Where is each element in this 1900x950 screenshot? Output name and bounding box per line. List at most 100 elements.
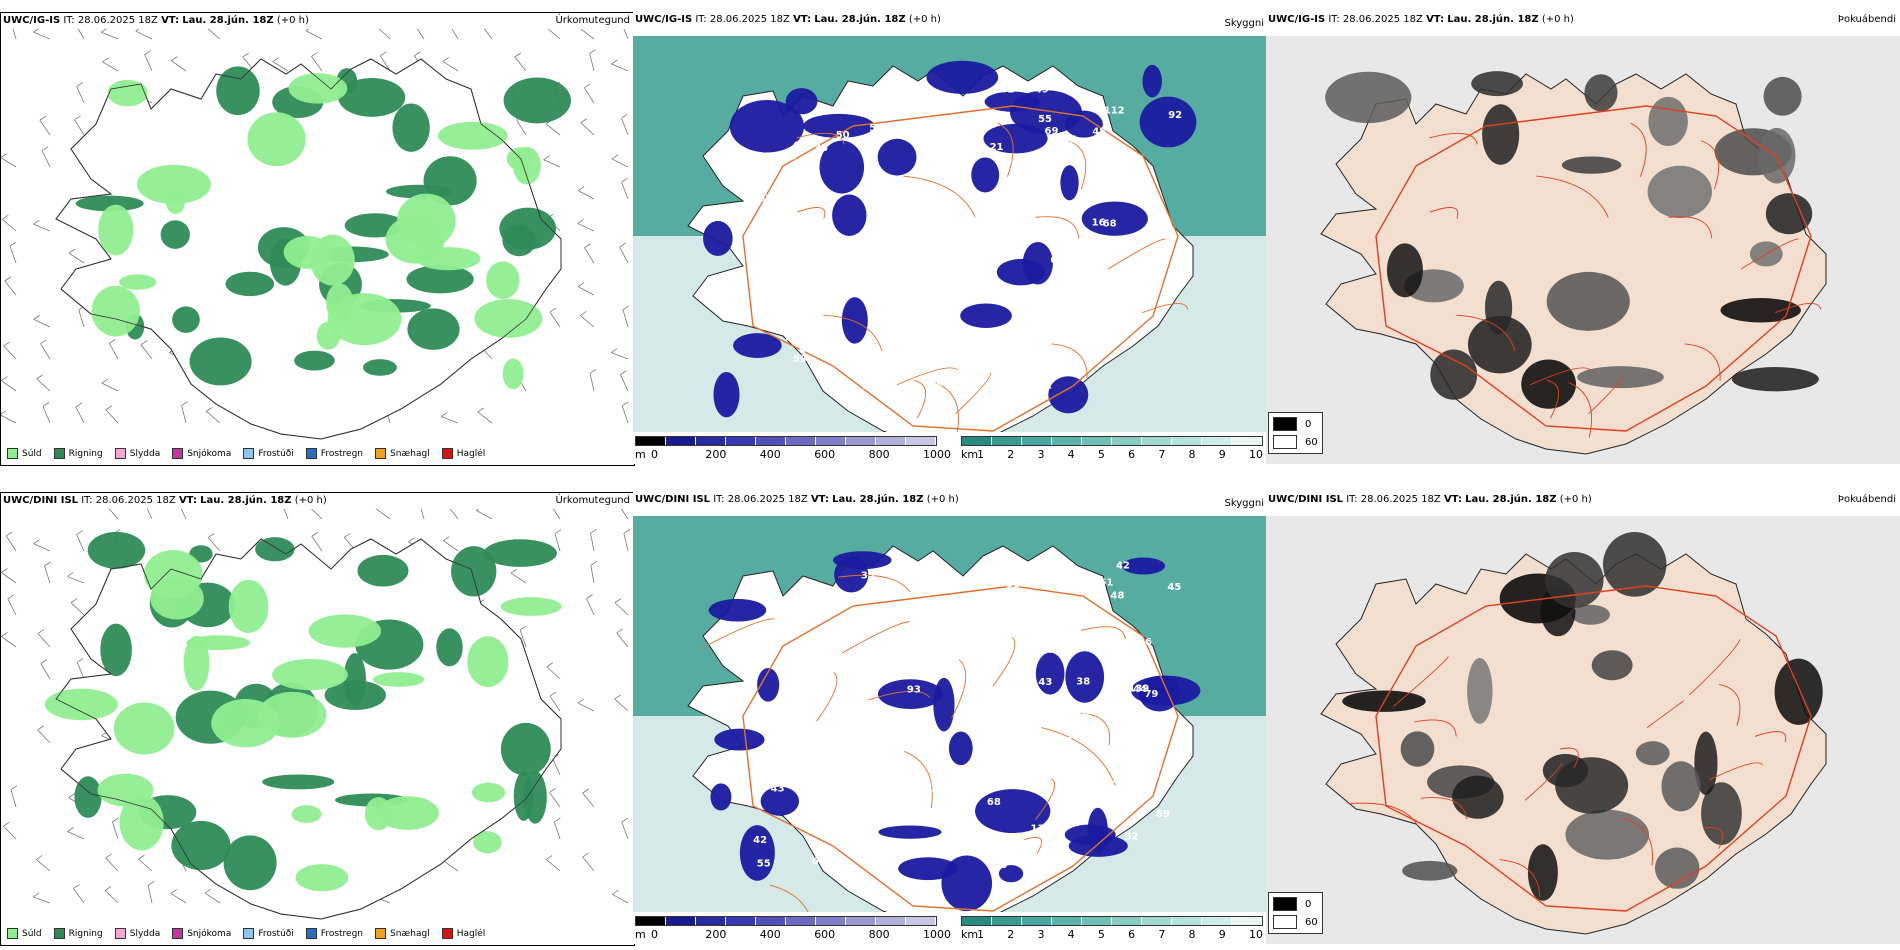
precip-area	[225, 271, 275, 297]
wind-barb	[611, 352, 629, 360]
wind-barb	[37, 633, 51, 648]
panel-title: Þokuábendi	[1837, 14, 1896, 25]
cloud-base-label: 55	[840, 386, 854, 397]
cloud-base-label: 59	[793, 354, 807, 365]
legend-label: Frostúði	[258, 448, 294, 459]
fog-legend-swatch	[1273, 897, 1297, 911]
legend-label: Haglél	[456, 448, 486, 459]
wind-barb	[623, 529, 631, 534]
wind-barb	[579, 315, 595, 328]
wind-barb	[272, 57, 279, 62]
road	[841, 621, 910, 654]
wind-barb	[614, 698, 629, 712]
fog-area	[1400, 731, 1435, 767]
precip-area	[819, 140, 865, 194]
wind-barb	[9, 241, 17, 247]
wind-barb	[102, 57, 109, 63]
road	[1034, 778, 1055, 820]
precip-area	[500, 722, 551, 776]
cloud-base-label: 16	[1092, 217, 1106, 228]
road	[823, 314, 883, 351]
fog-legend-label: 60	[1305, 916, 1318, 928]
cloud-base-label: 49	[915, 170, 929, 181]
cloud-base-label: 62	[862, 381, 876, 392]
precip-panel-row2: UWC/DINI ISL IT: 28.06.2025 18Z VT: Lau.…	[0, 492, 635, 946]
fog-panel-row1: UWC/IG-IS IT: 28.06.2025 18Z VT: Lau. 28…	[1266, 12, 1900, 464]
wind-barb	[68, 252, 85, 264]
visibility-map: 43 44 42 36 48 59 34 53 55 45 40 49 50 38 41 40 37 55 44 49…	[633, 36, 1266, 432]
wind-barb	[7, 594, 15, 600]
wind-barb	[343, 533, 351, 538]
precip-area	[733, 333, 782, 358]
cloud-base-label: 49	[1117, 245, 1131, 256]
precip-area	[841, 297, 868, 344]
cloud-base-label: 93	[907, 684, 921, 695]
legend-item: Snjókoma	[172, 928, 231, 939]
wind-barb	[451, 29, 459, 40]
road	[1709, 762, 1763, 781]
cloud-base-label: 58	[1019, 715, 1033, 726]
wind-barb	[610, 348, 618, 353]
wind-barb	[74, 119, 85, 136]
precip-area	[1065, 651, 1105, 703]
fog-area	[1325, 71, 1412, 124]
road	[1775, 303, 1822, 314]
fog-area	[1545, 551, 1604, 608]
wind-barb	[620, 374, 629, 392]
wind-barb	[589, 369, 597, 374]
cloud-base-label: 263	[751, 193, 772, 204]
legend-item: Rigning	[53, 448, 103, 459]
colorbar-tick: 6	[1128, 448, 1136, 461]
fog-area	[1654, 847, 1700, 889]
cloud-base-label: 41	[930, 372, 944, 383]
precip-area	[1139, 96, 1197, 148]
cloud-base-label: 73	[1147, 212, 1161, 223]
fog-legend-item: 0	[1273, 417, 1318, 431]
wind-barb	[37, 725, 44, 731]
wind-barb	[33, 223, 51, 232]
panel-header: UWC/DINI ISL IT: 28.06.2025 18Z VT: Lau.…	[1268, 494, 1592, 505]
cloud-base-label: 50	[1104, 780, 1118, 791]
fog-area	[1758, 127, 1796, 184]
precip-area	[803, 113, 875, 138]
cloud-base-label: 42	[1116, 561, 1130, 572]
cloud-base-label: 38	[793, 183, 807, 194]
colorbars: m 0 200 400 600 800 1000 km 1 2 3 4 5 6 7 8 9 10	[633, 916, 1266, 944]
wind-barb	[44, 561, 51, 567]
precip-area	[486, 261, 520, 299]
precip-area	[171, 820, 231, 871]
wind-barb	[449, 509, 459, 520]
wind-barb	[101, 31, 119, 40]
wind-barb	[584, 247, 595, 264]
wind-barb	[42, 406, 51, 424]
fog-area	[1701, 782, 1742, 845]
wind-barb	[621, 821, 629, 840]
precip-area	[474, 299, 543, 338]
legend-item: Slydda	[114, 448, 160, 459]
wind-barb	[41, 146, 49, 152]
wind-barb	[40, 339, 47, 345]
cloud-base-label: 42	[1038, 381, 1052, 392]
wind-barb	[147, 885, 153, 904]
wind-barb	[584, 243, 591, 249]
colorbar-tick: 4	[1067, 448, 1075, 461]
wind-barb	[170, 889, 177, 894]
legend-label: Rigning	[68, 448, 103, 459]
fog-area	[1482, 104, 1520, 165]
cloud-base-label: 46	[802, 178, 816, 189]
wind-barb	[39, 115, 47, 121]
wind-barb	[1, 153, 7, 158]
colorbar-tick: 3	[1037, 928, 1045, 941]
wind-barb	[1, 157, 17, 168]
wind-barb	[554, 533, 561, 552]
precip-area	[948, 731, 973, 766]
wind-barb	[3, 825, 17, 840]
wind-barb	[611, 158, 629, 168]
panel-header: UWC/IG-IS IT: 28.06.2025 18Z VT: Lau. 28…	[635, 14, 941, 25]
cloud-base-label: 68	[987, 797, 1001, 808]
legend-item: Súld	[7, 928, 42, 939]
colorbar-tick: 2	[1007, 448, 1015, 461]
wind-barb	[589, 53, 595, 72]
road	[1414, 719, 1457, 737]
precip-area	[376, 796, 439, 830]
